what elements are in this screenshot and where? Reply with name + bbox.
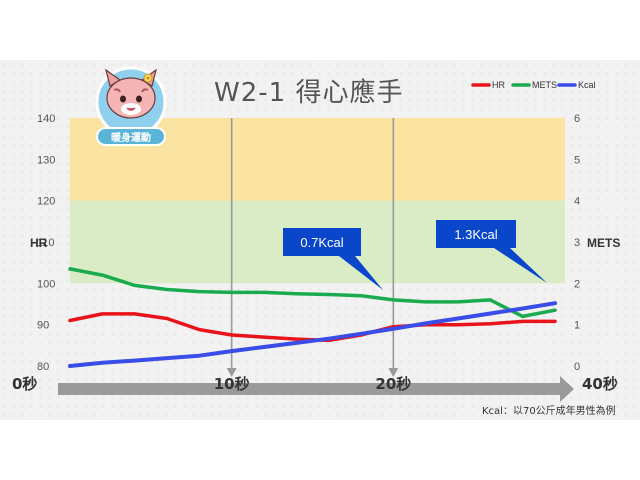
right-tick-label: 2 [574,278,580,290]
right-tick-label: 3 [574,237,580,249]
left-tick-label: 140 [37,113,55,125]
callout-box-1 [436,220,516,248]
legend: HR METS Kcal [471,80,596,90]
right-tick-label: 0 [574,361,580,373]
legend-label-mets: METS [532,80,557,90]
callout-box-0 [283,228,361,256]
page-title: W2-1 得心應手 [214,78,404,108]
left-tick-label: 130 [37,154,55,166]
time-axis-arrow: 0秒 10秒 20秒 40秒 [12,375,618,402]
callout-label-0: 0.7Kcal [300,235,343,250]
right-tick-label: 1 [574,320,580,332]
reference-arrowhead-0 [226,368,237,377]
time-label: 40秒 [582,375,618,393]
left-tick-label: 90 [37,320,49,332]
callout-label-1: 1.3Kcal [454,227,497,242]
right-tick-label: 4 [574,196,580,208]
right-axis-label: METS [587,236,620,250]
series-line-kcal [68,301,557,368]
legend-label-kcal: Kcal [578,80,596,90]
series-layer [68,267,557,368]
left-tick-label: 120 [37,196,55,208]
reference-arrowhead-1 [388,368,399,377]
time-label: 0秒 [12,375,37,393]
cat-mascot-logo [90,64,172,148]
series-line-hr [68,312,557,343]
left-tick-label: 80 [37,361,49,373]
time-label: 20秒 [375,375,411,393]
series-line-mets [68,267,557,319]
warmup-badge: 暖身運動 [96,127,166,146]
left-axis-label: HR [30,236,48,250]
callout-pointer-0 [339,256,383,290]
right-tick-label: 6 [574,113,580,125]
callouts-layer: 0.7Kcal 1.3Kcal [283,220,547,290]
legend-label-hr: HR [492,80,505,90]
left-tick-label: 110 [37,237,55,249]
time-label: 10秒 [214,375,250,393]
left-tick-label: 100 [37,278,55,290]
tick-labels: 80 90 100 110 120 130 140 0 1 2 3 4 5 6 [37,113,580,373]
right-tick-label: 5 [574,154,580,166]
callout-pointer-1 [494,248,547,283]
footnote: Kcal：以70公斤成年男性為例 [482,406,616,417]
time-arrow-shape [58,376,574,402]
